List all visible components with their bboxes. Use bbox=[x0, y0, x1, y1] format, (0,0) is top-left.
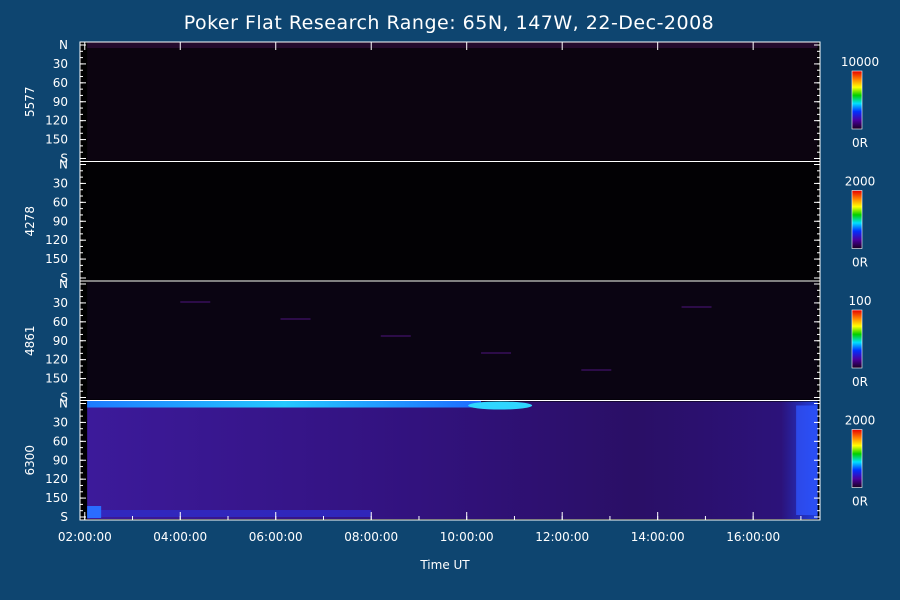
y-tick-label: 150 bbox=[45, 133, 68, 147]
y-tick-label: S bbox=[60, 391, 68, 405]
y-tick-label: 120 bbox=[45, 472, 68, 486]
y-tick-label: S bbox=[60, 510, 68, 524]
chart-title: Poker Flat Research Range: 65N, 147W, 22… bbox=[184, 12, 715, 34]
aurora-arc bbox=[87, 400, 482, 408]
x-tick-label: 08:00:00 bbox=[344, 530, 398, 544]
y-tick-label: N bbox=[59, 38, 68, 52]
noise-streak bbox=[180, 301, 211, 303]
colorbar-min-label: 0R bbox=[852, 256, 868, 270]
y-tick-label: S bbox=[60, 152, 68, 166]
colorbar bbox=[851, 429, 863, 488]
y-tick-label: 90 bbox=[53, 214, 68, 228]
panel-label: 6300 bbox=[23, 445, 37, 476]
x-tick-label: 14:00:00 bbox=[631, 530, 685, 544]
y-tick-label: 90 bbox=[53, 334, 68, 348]
noise-streak bbox=[380, 335, 411, 337]
colorbar-max-label: 100 bbox=[849, 294, 872, 308]
y-tick-label: 90 bbox=[53, 453, 68, 467]
noise-streak bbox=[581, 369, 612, 371]
aurora-patch bbox=[87, 506, 102, 518]
y-tick-label: 120 bbox=[45, 114, 68, 128]
y-tick-label: 30 bbox=[53, 176, 68, 190]
x-tick-label: 04:00:00 bbox=[153, 530, 207, 544]
emission-band bbox=[87, 42, 818, 48]
y-tick-label: 60 bbox=[53, 76, 68, 90]
y-tick-label: N bbox=[59, 397, 68, 411]
aurora-band-south bbox=[87, 510, 372, 517]
dawn-glow bbox=[796, 405, 818, 515]
x-tick-label: 16:00:00 bbox=[726, 530, 780, 544]
panel-intensity bbox=[87, 282, 818, 400]
panel-label: 4861 bbox=[23, 325, 37, 356]
panel-label: 5577 bbox=[23, 86, 37, 117]
colorbar bbox=[851, 190, 863, 249]
panel-label: 4278 bbox=[23, 206, 37, 237]
y-tick-label: 120 bbox=[45, 233, 68, 247]
noise-streak bbox=[280, 318, 311, 320]
panel-4278: N 30 60 90 120 150 S 4278 bbox=[23, 158, 821, 285]
y-tick-label: 30 bbox=[53, 415, 68, 429]
panel-4861: N 30 60 90 120 150 S 4861 bbox=[23, 277, 821, 405]
x-axis-label: Time UT bbox=[419, 558, 470, 572]
panel-intensity bbox=[87, 401, 818, 519]
y-tick-label: 150 bbox=[45, 252, 68, 266]
panel-5577: N 30 60 90 120 150 S 5577 bbox=[23, 38, 821, 166]
colorbar bbox=[851, 309, 863, 369]
colorbar-max-label: 2000 bbox=[845, 414, 876, 428]
panel-intensity bbox=[87, 43, 818, 161]
colorbar-min-label: 0R bbox=[852, 495, 868, 509]
colorbar-6300: 2000 0R bbox=[845, 414, 876, 509]
colorbar-4861: 100 0R bbox=[849, 294, 872, 389]
aurora-arc bbox=[468, 401, 533, 410]
y-tick-label: 150 bbox=[45, 372, 68, 386]
colorbar-min-label: 0R bbox=[852, 136, 868, 150]
y-tick-label: N bbox=[59, 277, 68, 291]
panel-intensity bbox=[87, 162, 818, 280]
colorbar-max-label: 10000 bbox=[841, 55, 879, 69]
x-tick-label: 06:00:00 bbox=[249, 530, 303, 544]
x-tick-label: 12:00:00 bbox=[535, 530, 589, 544]
y-tick-label: 120 bbox=[45, 353, 68, 367]
y-tick-label: 30 bbox=[53, 57, 68, 71]
y-tick-label: 30 bbox=[53, 296, 68, 310]
noise-streak bbox=[681, 306, 712, 308]
x-tick-label: 02:00:00 bbox=[58, 530, 112, 544]
colorbar-5577: 10000 0R bbox=[841, 55, 879, 150]
noise-streak bbox=[481, 352, 512, 354]
colorbar-4278: 2000 0R bbox=[845, 175, 876, 270]
y-tick-label: N bbox=[59, 158, 68, 172]
y-tick-label: 90 bbox=[53, 95, 68, 109]
colorbar-min-label: 0R bbox=[852, 375, 868, 389]
y-tick-label: 60 bbox=[53, 434, 68, 448]
panel-6300: N 30 60 90 120 150 S 6300 bbox=[23, 397, 821, 524]
y-tick-label: S bbox=[60, 271, 68, 285]
y-tick-label: 150 bbox=[45, 491, 68, 505]
y-tick-label: 60 bbox=[53, 195, 68, 209]
colorbar bbox=[851, 70, 863, 130]
colorbar-max-label: 2000 bbox=[845, 175, 876, 189]
x-tick-label: 10:00:00 bbox=[440, 530, 494, 544]
y-tick-label: 60 bbox=[53, 315, 68, 329]
